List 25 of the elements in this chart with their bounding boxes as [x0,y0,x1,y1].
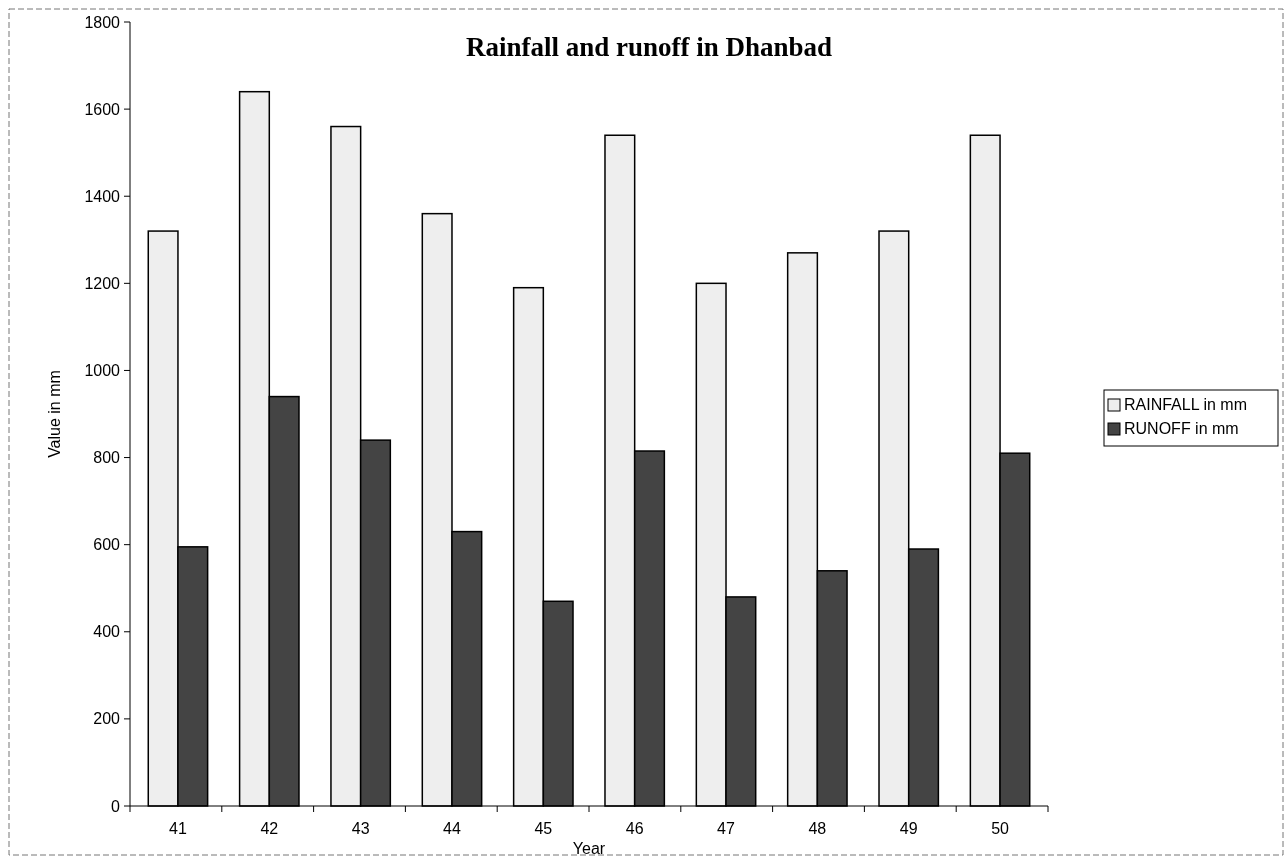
y-tick-label: 1800 [84,13,121,31]
y-tick-label: 0 [111,797,121,815]
x-tick-label: 43 [351,820,370,837]
y-tick-label: 1600 [84,100,121,118]
x-tick-label: 42 [260,820,279,837]
y-tick-label: 1000 [84,362,121,380]
y-tick-label: 1400 [84,187,121,205]
y-tick-label: 600 [93,536,121,554]
x-tick-label: 50 [991,820,1010,837]
x-tick-label: 48 [808,820,827,837]
legend-label: RUNOFF in mm [1124,420,1239,437]
y-axis-title: Value in mm [46,370,63,458]
legend-label: RAINFALL in mm [1124,396,1247,413]
x-tick-label: 45 [534,820,553,837]
chart-title: Rainfall and runoff in Dhanbad [465,32,833,62]
x-axis-title: Year [572,840,606,857]
x-tick-label: 41 [169,820,187,837]
x-tick-label: 44 [443,820,461,837]
y-tick-label: 400 [93,623,121,641]
x-tick-label: 47 [717,820,736,837]
y-tick-label: 800 [93,449,121,467]
x-tick-label: 46 [625,820,644,837]
y-tick-label: 1200 [84,274,121,292]
x-tick-label: 49 [899,820,918,837]
y-tick-label: 200 [93,710,121,728]
